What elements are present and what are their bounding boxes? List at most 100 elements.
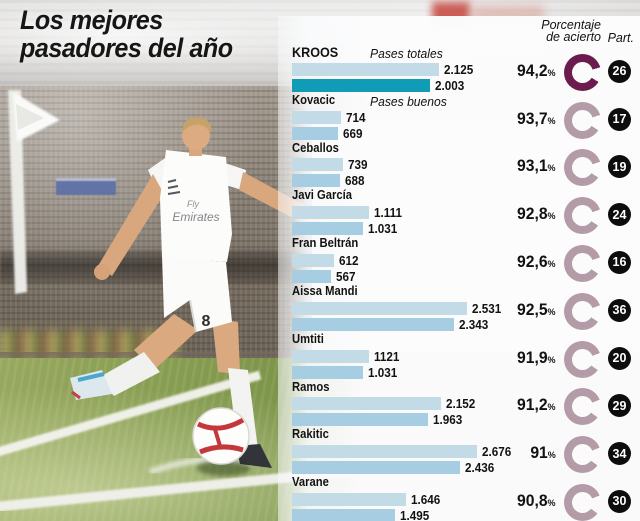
accuracy-header-line1: Porcentaje xyxy=(541,18,601,32)
percent-sign: % xyxy=(547,354,556,366)
player-row: Ramos 2.152 1.963 91,2% 29 xyxy=(290,381,634,429)
stadium-crowd-background xyxy=(0,86,312,368)
accuracy-percentage: 93,7% xyxy=(517,110,556,129)
good-passes-bar-line: 669 xyxy=(292,126,368,141)
good-passes-bar xyxy=(292,269,331,283)
total-passes-value: 2.152 xyxy=(446,396,476,412)
player-row: Fran Beltrán 612 567 92,6% 16 xyxy=(290,237,634,285)
percent-sign: % xyxy=(547,450,556,462)
good-passes-bar xyxy=(292,365,363,379)
donut-hole xyxy=(572,252,593,274)
percent-sign: % xyxy=(547,258,556,270)
accuracy-number: 90,8 xyxy=(517,491,548,510)
total-passes-bar-line: 2.125 xyxy=(292,61,477,77)
total-passes-value: 1.111 xyxy=(374,205,402,221)
good-passes-bar-line: 1.031 xyxy=(292,365,402,380)
bar-series-caption: Pases totales xyxy=(370,47,443,61)
participation-column-header: Part. xyxy=(607,31,634,45)
bar-series-caption: Pases buenos xyxy=(370,94,447,109)
donut-hole xyxy=(572,300,593,322)
accuracy-donut-icon xyxy=(564,292,601,330)
accuracy-column-header: Porcentaje de acierto xyxy=(541,18,601,43)
donut-hole xyxy=(572,444,593,466)
total-passes-value: 2.531 xyxy=(472,300,502,316)
donut-hole xyxy=(572,109,593,131)
accuracy-donut-icon xyxy=(564,149,601,187)
accuracy-percentage: 92,8% xyxy=(517,205,556,224)
accuracy-donut-icon xyxy=(564,244,601,282)
passers-chart: Porcentaje de acierto Part. KROOS Pases … xyxy=(290,18,634,521)
pass-bars: 1.646 1.495 xyxy=(292,490,444,521)
accuracy-number: 93,7 xyxy=(517,109,548,128)
player-photo-figure: Fly Emirates 8 xyxy=(70,117,320,468)
player-row: Aissa Mandi 2.531 2.343 92,5% 36 xyxy=(290,285,634,333)
good-passes-bar xyxy=(292,461,460,475)
total-passes-bar-line: 1121 xyxy=(292,349,402,364)
good-passes-value: 1.495 xyxy=(400,507,430,521)
matches-badge: 19 xyxy=(608,155,631,179)
total-passes-bar xyxy=(292,206,369,220)
pass-bars: 1.111 1.031 xyxy=(292,203,405,237)
good-passes-bar-line: 1.963 xyxy=(292,412,479,427)
percent-sign: % xyxy=(547,211,556,223)
accuracy-donut-icon xyxy=(564,340,601,378)
matches-badge: 24 xyxy=(608,203,631,227)
good-passes-bar xyxy=(292,317,454,331)
player-name: Kovacic xyxy=(292,92,336,107)
good-passes-value: 2.003 xyxy=(435,77,465,93)
total-passes-bar-line: 714 xyxy=(292,110,368,125)
player-name: Varane xyxy=(292,475,329,490)
good-passes-bar-line: 1.495 xyxy=(292,507,444,521)
good-passes-bar xyxy=(292,222,363,236)
good-passes-value: 688 xyxy=(345,173,365,189)
good-passes-bar xyxy=(292,508,395,521)
total-passes-bar xyxy=(292,492,406,506)
player-row: Kovacic Pases buenos 714 669 93,7% 17 xyxy=(290,94,634,142)
good-passes-bar-line: 2.343 xyxy=(292,317,505,332)
total-passes-value: 2.125 xyxy=(444,61,474,77)
matches-badge: 34 xyxy=(608,442,631,466)
accuracy-number: 91 xyxy=(530,444,548,463)
pass-bars: 739 688 xyxy=(292,155,370,189)
total-passes-bar-line: 1.646 xyxy=(292,491,444,507)
accuracy-number: 92,8 xyxy=(517,205,548,224)
matches-badge: 16 xyxy=(608,250,631,274)
accuracy-number: 93,1 xyxy=(517,157,548,176)
pass-bars: 612 567 xyxy=(292,251,361,284)
pass-bars: 2.676 2.436 xyxy=(292,442,515,475)
percent-sign: % xyxy=(547,497,556,509)
chart-header: Porcentaje de acierto Part. xyxy=(290,18,634,46)
total-passes-bar xyxy=(292,62,439,76)
total-passes-bar xyxy=(292,397,441,411)
total-passes-bar-line: 2.152 xyxy=(292,396,479,412)
accuracy-percentage: 92,5% xyxy=(517,301,556,320)
title-line-2: pasadores del año xyxy=(20,33,233,63)
total-passes-bar xyxy=(292,301,467,315)
pass-bars: 2.531 2.343 xyxy=(292,299,505,332)
total-passes-bar-line: 739 xyxy=(292,157,370,172)
accuracy-percentage: 91% xyxy=(531,444,556,463)
jersey-sponsor-line1: Fly xyxy=(187,199,199,209)
player-row: Ceballos 739 688 93,1% 19 xyxy=(290,142,634,190)
good-passes-bar-line: 2.003 xyxy=(292,77,477,93)
accuracy-number: 92,5 xyxy=(517,300,548,319)
stadium-walkway-shadow xyxy=(0,250,312,284)
total-passes-bar xyxy=(292,110,341,124)
total-passes-bar xyxy=(292,253,334,267)
accuracy-donut-icon xyxy=(564,436,601,474)
donut-hole xyxy=(572,348,593,370)
accuracy-donut-icon xyxy=(564,388,601,426)
good-passes-bar-line: 688 xyxy=(292,173,370,189)
matches-badge: 26 xyxy=(608,59,631,83)
soccer-ball xyxy=(192,407,251,476)
good-passes-bar xyxy=(292,126,338,140)
total-passes-value: 612 xyxy=(339,252,359,268)
pass-bars: 714 669 xyxy=(292,108,368,141)
total-passes-value: 1.646 xyxy=(411,491,441,507)
good-passes-value: 1.031 xyxy=(368,221,398,237)
matches-badge: 30 xyxy=(608,489,631,513)
matches-badge: 17 xyxy=(608,107,631,131)
accuracy-donut-icon xyxy=(564,197,601,235)
player-row: Rakitic 2.676 2.436 91% 34 xyxy=(290,428,634,476)
good-passes-bar xyxy=(292,413,428,427)
